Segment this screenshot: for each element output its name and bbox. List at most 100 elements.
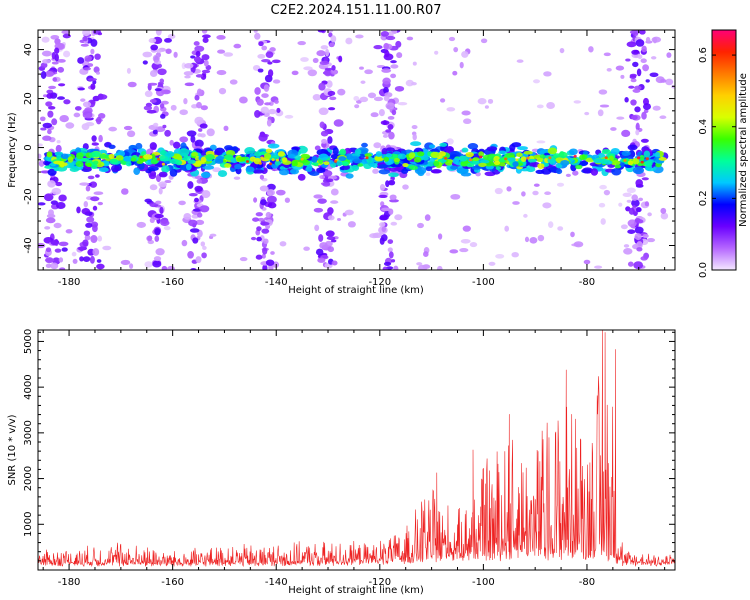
- spectrogram-cell: [541, 168, 552, 175]
- spectrogram-cell: [146, 109, 157, 114]
- spectrogram-cell: [300, 157, 304, 161]
- spectrogram-cell: [387, 123, 394, 130]
- spectrogram-cell: [309, 171, 320, 176]
- spectrogram-cell: [603, 52, 611, 57]
- spectrogram-cell: [294, 155, 302, 161]
- spectrogram-cell: [51, 61, 59, 65]
- spectrogram-cell: [184, 75, 191, 79]
- spectrogram-cell: [401, 168, 409, 174]
- spectrogram-cell: [77, 87, 86, 91]
- spectrogram-cell: [623, 247, 633, 255]
- spectrogram-cell: [327, 215, 335, 221]
- spectrogram-cell: [96, 263, 105, 270]
- spectrogram-cell: [434, 50, 439, 55]
- spectrogram-cell: [493, 160, 501, 166]
- spectrogram-cell: [191, 152, 199, 157]
- spectrogram-cell: [152, 260, 162, 268]
- spectrogram-x-label: Height of straight line (km): [288, 285, 424, 296]
- spectrogram-cell: [156, 157, 161, 161]
- spectrogram-cell: [610, 160, 621, 166]
- spectrogram-cell: [546, 102, 555, 109]
- spectrogram-cell: [255, 254, 263, 260]
- spectrogram-cell: [264, 102, 271, 106]
- spectrogram-cell: [54, 248, 62, 253]
- spectrogram-cells: [38, 30, 675, 270]
- spectrogram-cell: [458, 155, 468, 162]
- spectrogram-cell: [408, 152, 416, 159]
- spectrogram-cell: [635, 129, 640, 136]
- spectrogram-cell: [69, 167, 80, 172]
- spectrogram-cell: [158, 187, 163, 195]
- spectrogram-cell: [199, 123, 208, 129]
- spectrogram-cell: [453, 46, 459, 53]
- spectrogram-cell: [87, 175, 95, 180]
- spectrogram-cell: [141, 151, 147, 156]
- spectrogram-cell: [569, 148, 578, 156]
- spectrogram-cell: [46, 89, 54, 94]
- spectrogram-cell: [603, 189, 611, 196]
- spectrogram-cell: [92, 224, 98, 233]
- colorbar-ticks: 0.0 0.2 0.4 0.6: [698, 47, 736, 278]
- spectrogram-cell: [195, 219, 205, 226]
- spectrogram-cell: [498, 150, 507, 155]
- spectrogram-cell: [83, 230, 91, 236]
- spectrogram-cell: [478, 151, 485, 157]
- spectrogram-cell: [139, 155, 143, 159]
- spectrogram-cell: [383, 156, 390, 162]
- spectrogram-cell: [314, 145, 321, 151]
- spectrogram-cell: [650, 56, 657, 60]
- spectrogram-cell: [190, 135, 196, 143]
- spectrogram-cell: [640, 58, 647, 63]
- spectrogram-cell: [47, 129, 52, 135]
- spectrogram-cell: [201, 30, 208, 34]
- spectrogram-cell: [323, 57, 328, 62]
- spectrogram-cell: [498, 162, 506, 167]
- spectrogram-cell: [384, 50, 390, 58]
- spectrogram-cell: [292, 160, 298, 165]
- spectrogram-cell: [233, 43, 242, 49]
- spectrogram-cell: [129, 263, 134, 269]
- spectrogram-cell: [154, 213, 164, 219]
- spectrogram-cell: [82, 30, 91, 37]
- spectrogram-cell: [47, 110, 54, 118]
- spectrogram-cell: [604, 156, 608, 160]
- spectrogram-cell: [260, 199, 267, 206]
- spectrogram-cell: [91, 135, 97, 142]
- spectrogram-cell: [265, 211, 272, 219]
- spectrogram-y-label: Frequency (Hz): [7, 112, 18, 188]
- spectrogram-cell: [159, 78, 165, 84]
- spectrogram-cell: [161, 165, 170, 173]
- spectrogram-cell: [256, 236, 262, 242]
- spectrogram-cell: [194, 139, 204, 148]
- spectrogram-cell: [412, 61, 417, 66]
- spectrogram-cell: [193, 41, 200, 46]
- spectrogram-cell: [599, 104, 610, 108]
- spectrogram-cell: [65, 229, 73, 234]
- spectrogram-cell: [92, 248, 100, 256]
- spectrogram-cell: [391, 30, 398, 35]
- spectrogram-cell: [325, 230, 335, 237]
- spectrogram-cell: [187, 159, 196, 164]
- spectrogram-cell: [223, 52, 234, 57]
- spectrogram-x-tick-label: -120: [368, 277, 391, 288]
- spectrogram-cell: [45, 263, 52, 269]
- spectrogram-cell: [394, 85, 405, 92]
- spectrogram-cell: [46, 151, 53, 158]
- spectrogram-cell: [183, 213, 192, 220]
- spectrogram-cell: [493, 155, 500, 163]
- spectrogram-cell: [108, 144, 116, 149]
- spectrogram-cell: [511, 142, 522, 148]
- spectrogram-cell: [74, 106, 82, 111]
- spectrogram-cell: [611, 168, 622, 176]
- spectrogram-cell: [269, 162, 273, 166]
- spectrogram-cell: [58, 257, 64, 263]
- spectrogram-cell: [623, 159, 627, 162]
- spectrogram-cell: [202, 245, 207, 250]
- spectrogram-cell: [90, 48, 95, 55]
- spectrogram-cell: [203, 59, 209, 67]
- spectrogram-cell: [469, 158, 473, 162]
- spectrogram-cell: [97, 201, 103, 206]
- spectrogram-cell: [150, 158, 159, 165]
- spectrogram-cell: [469, 242, 478, 248]
- spectrogram-cell: [133, 167, 141, 176]
